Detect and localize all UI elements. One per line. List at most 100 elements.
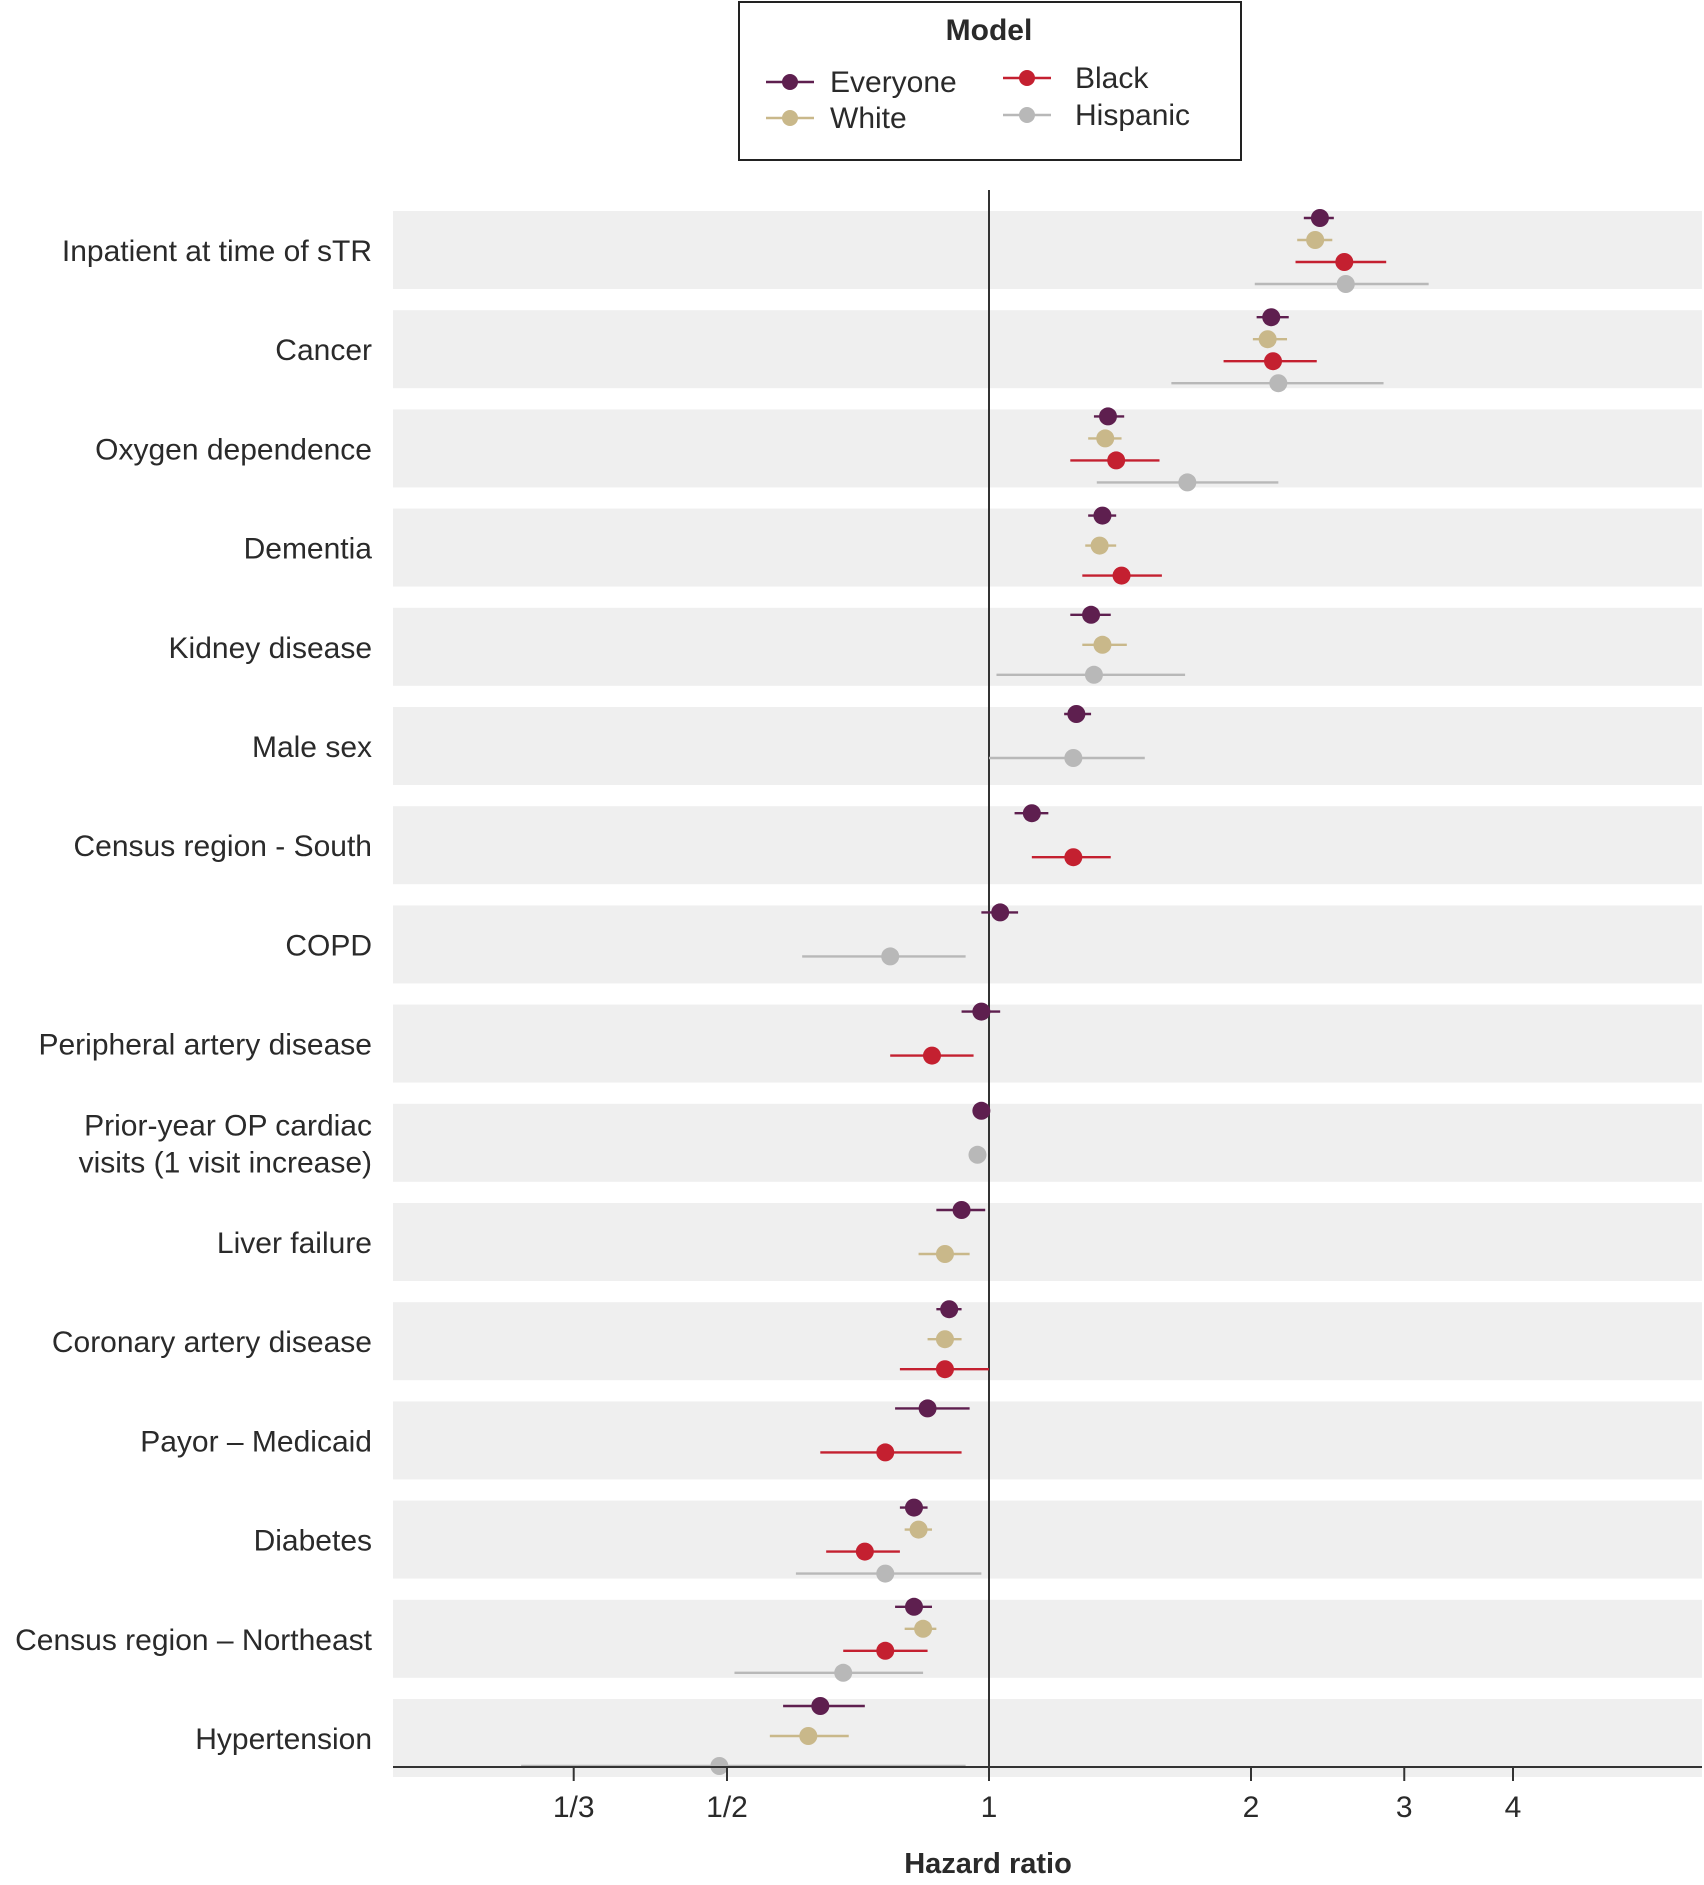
estimate-diabetes-hispanic	[795, 1564, 982, 1583]
point-estimate	[1093, 506, 1112, 525]
estimate-prior-year-op-cardiac-visits-1-visit-increase-hispanic	[968, 1145, 987, 1164]
point-estimate	[922, 1046, 941, 1065]
point-estimate	[834, 1663, 853, 1682]
legend-item-white: White	[766, 102, 907, 135]
row-band	[393, 1203, 1702, 1281]
row-label: Coronary artery disease	[52, 1326, 372, 1359]
estimate-payor-medicaid-everyone	[895, 1399, 970, 1418]
row-label: Peripheral artery disease	[38, 1029, 372, 1062]
point-estimate	[991, 903, 1010, 922]
point-estimate	[881, 947, 900, 966]
point-estimate	[1258, 330, 1277, 349]
point-estimate	[1096, 429, 1115, 448]
point-estimate	[909, 1520, 928, 1539]
point-estimate	[876, 1641, 895, 1660]
estimate-diabetes-white	[904, 1520, 932, 1539]
point-estimate	[1107, 451, 1126, 470]
legend-swatch-dot	[782, 74, 798, 90]
row-label: Census region – Northeast	[15, 1624, 373, 1657]
estimate-dementia-white	[1085, 536, 1117, 555]
row-label: Male sex	[252, 731, 372, 764]
estimate-male-sex-hispanic	[989, 749, 1145, 767]
estimate-dementia-everyone	[1088, 506, 1117, 525]
row-band	[393, 806, 1702, 885]
row-label: Prior-year OP cardiac	[84, 1109, 372, 1142]
point-estimate	[811, 1697, 830, 1715]
row-band	[393, 607, 1702, 686]
row-label: Payor – Medicaid	[140, 1425, 372, 1458]
point-estimate	[1093, 635, 1112, 654]
estimate-census-region-northeast-hispanic	[734, 1663, 924, 1682]
point-estimate	[935, 1360, 954, 1379]
point-estimate	[1082, 605, 1101, 624]
x-axis-title: Hazard ratio	[904, 1848, 1072, 1880]
estimate-diabetes-black	[826, 1542, 900, 1561]
row-band	[393, 1004, 1702, 1083]
row-band	[393, 1599, 1702, 1678]
legend-item-everyone: Everyone	[766, 66, 957, 99]
estimate-liver-failure-everyone	[936, 1201, 986, 1219]
legend-box	[738, 1, 1242, 161]
row-band	[393, 310, 1702, 389]
estimate-oxygen-dependence-everyone	[1093, 407, 1125, 426]
row-label: Inpatient at time of sTR	[62, 235, 372, 268]
point-estimate	[1264, 352, 1283, 371]
row-label: Kidney disease	[169, 632, 372, 665]
point-estimate	[855, 1542, 874, 1561]
row-band	[393, 508, 1702, 587]
legend-swatch-dot	[1019, 107, 1035, 123]
x-tick-label: 1	[981, 1791, 998, 1824]
row-band	[393, 1302, 1702, 1381]
point-estimate	[935, 1330, 954, 1349]
row-band	[393, 1699, 1702, 1777]
row-label: Liver failure	[217, 1227, 372, 1260]
row-bands	[393, 211, 1702, 1777]
point-estimate	[968, 1145, 987, 1164]
point-estimate	[904, 1597, 923, 1616]
x-tick-label: 1/2	[706, 1791, 748, 1824]
estimate-payor-medicaid-black	[820, 1443, 962, 1462]
point-estimate	[876, 1564, 895, 1583]
point-estimate	[940, 1300, 959, 1319]
row-label: Dementia	[244, 533, 373, 566]
estimate-cancer-hispanic	[1171, 374, 1384, 393]
legend-label: Black	[1075, 62, 1149, 95]
row-labels: Inpatient at time of sTR Cancer Oxygen dep…	[15, 235, 373, 1756]
point-estimate	[1067, 705, 1086, 723]
x-tick-label: 4	[1505, 1791, 1522, 1824]
point-estimate	[1022, 804, 1041, 823]
point-estimate	[972, 1002, 991, 1021]
legend-swatch-dot	[1019, 70, 1035, 86]
point-estimate	[1262, 308, 1281, 327]
point-estimate	[1335, 253, 1354, 271]
estimate-inpatient-at-time-of-str-everyone	[1303, 209, 1334, 227]
point-estimate	[876, 1443, 895, 1462]
point-estimate	[1310, 209, 1329, 227]
x-tick-label: 2	[1243, 1791, 1260, 1824]
legend-label: White	[830, 102, 907, 135]
point-estimate	[1112, 566, 1131, 585]
row-label: Cancer	[275, 334, 372, 367]
estimate-cancer-black	[1223, 352, 1317, 371]
row-band	[393, 905, 1702, 984]
estimate-kidney-disease-hispanic	[996, 665, 1186, 684]
estimate-census-region-south-black	[1031, 848, 1111, 867]
estimate-inpatient-at-time-of-str-hispanic	[1254, 275, 1429, 293]
estimate-hypertension-white	[769, 1727, 849, 1745]
row-label: Oxygen dependence	[95, 433, 372, 466]
point-estimate	[918, 1399, 937, 1418]
point-estimate	[1098, 407, 1117, 426]
row-band	[393, 1500, 1702, 1579]
point-estimate	[952, 1201, 971, 1219]
row-label: visits (1 visit increase)	[79, 1146, 372, 1179]
estimate-oxygen-dependence-black	[1070, 451, 1160, 470]
estimate-hypertension-everyone	[783, 1697, 865, 1715]
x-axis-ticks: 1/3 1/2 1 2 3 4	[553, 1767, 1522, 1824]
row-label: Diabetes	[254, 1525, 372, 1558]
legend-swatch-dot	[782, 110, 798, 126]
estimate-coronary-artery-disease-everyone	[936, 1300, 962, 1319]
estimate-diabetes-everyone	[899, 1498, 928, 1517]
point-estimate	[914, 1619, 933, 1638]
estimate-kidney-disease-white	[1082, 635, 1127, 654]
